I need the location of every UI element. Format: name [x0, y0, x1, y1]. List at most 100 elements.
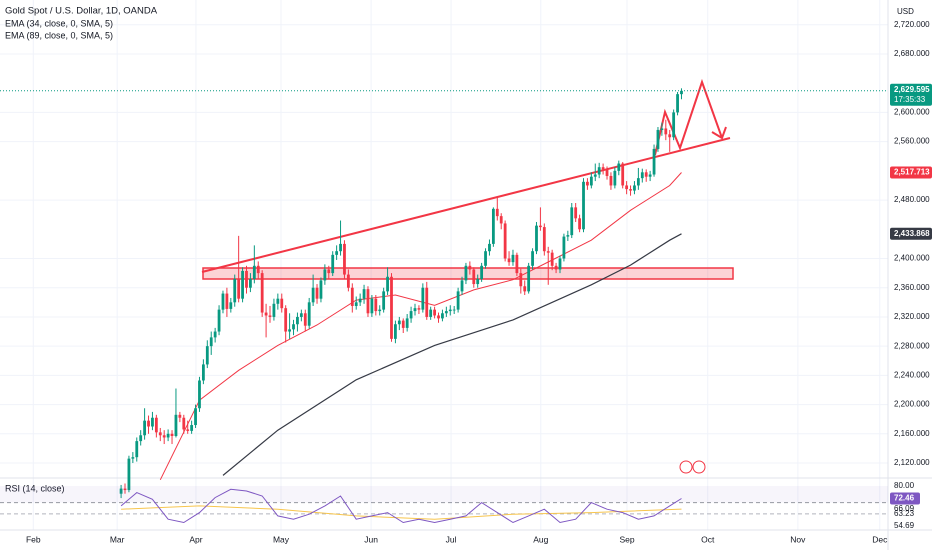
candle-body	[464, 265, 468, 281]
candle-body	[417, 308, 421, 310]
candle-body	[198, 380, 201, 409]
event-icon[interactable]	[692, 460, 706, 474]
candle-body	[636, 178, 640, 186]
rsi-line	[120, 488, 682, 524]
candle-body	[429, 309, 433, 317]
trend-line	[201, 137, 731, 273]
candle-body	[476, 278, 480, 285]
candle-body	[586, 181, 589, 186]
candle-body	[307, 302, 311, 326]
ema-value-box	[890, 227, 932, 240]
candle-body	[515, 254, 519, 274]
candle-body	[292, 324, 295, 330]
candle-body	[511, 254, 515, 263]
rsi-title: RSI (14, close)	[5, 483, 65, 493]
candle-body	[252, 265, 256, 279]
candle-body	[397, 320, 401, 325]
candle-body	[123, 488, 127, 491]
y-tick-label: 2,320.000	[894, 312, 930, 321]
candle-body	[256, 265, 260, 274]
candle-body	[225, 293, 229, 309]
candle-body	[194, 408, 197, 426]
indicator-label: EMA (89, close, 0, SMA, 5)	[5, 30, 113, 40]
candle-body	[229, 302, 233, 309]
candle-body	[676, 94, 679, 113]
candle-body	[245, 270, 248, 288]
candle-body	[350, 287, 354, 306]
candle-body	[503, 223, 507, 259]
candle-body	[472, 269, 476, 285]
ema-line	[222, 233, 682, 476]
candle-body	[613, 170, 617, 186]
candle-body	[542, 227, 546, 252]
candle-body	[374, 298, 378, 312]
currency-label[interactable]: USD	[897, 7, 914, 16]
candle-body	[221, 293, 225, 310]
candle-body	[276, 298, 280, 304]
candle-body	[648, 174, 652, 177]
rsi-level-label: 63.23	[894, 509, 915, 518]
support-zone	[202, 267, 734, 280]
candle-body	[382, 291, 386, 310]
candle-body	[209, 337, 213, 347]
candle-body	[323, 269, 327, 281]
candle-body	[617, 163, 621, 171]
candle-body	[233, 278, 237, 303]
candle-body	[299, 313, 303, 317]
candle-body	[135, 441, 139, 458]
ema-value-label: 2,517.713	[894, 168, 930, 177]
candle-body	[139, 435, 143, 442]
rsi-tick-label: 54.69	[894, 521, 915, 530]
candle-body	[182, 417, 186, 430]
candle-body	[413, 308, 417, 312]
ema-value-label: 2,433.868	[894, 229, 930, 238]
candle-body	[346, 274, 350, 288]
candle-body	[605, 169, 609, 176]
candle-body	[672, 112, 676, 138]
candle-body	[531, 251, 534, 266]
candle-body	[303, 313, 307, 326]
candle-body	[456, 291, 460, 310]
candle-body	[264, 312, 268, 316]
candle-body	[143, 420, 147, 436]
candle-body	[315, 287, 319, 299]
candle-body	[343, 243, 346, 275]
candle-body	[147, 420, 150, 427]
y-tick-label: 2,160.000	[894, 429, 930, 438]
last-price-box	[890, 83, 932, 106]
candle-body	[370, 298, 374, 314]
candle-body	[425, 287, 429, 317]
x-tick-label: Nov	[790, 534, 806, 544]
candle-body	[597, 167, 601, 175]
y-tick-label: 2,400.000	[894, 254, 930, 263]
candle-body	[170, 433, 174, 436]
candle-body	[154, 417, 158, 433]
candle-body	[405, 318, 409, 328]
candle-body	[394, 324, 397, 339]
candle-body	[362, 289, 366, 299]
candle-body	[578, 218, 581, 230]
rsi-value-label: 72.46	[894, 494, 915, 503]
arrow-head	[711, 126, 727, 140]
candle-body	[484, 251, 487, 266]
candle-body	[237, 278, 241, 299]
candle-body	[401, 320, 405, 328]
candle-body	[652, 148, 656, 175]
candle-body	[390, 276, 393, 339]
candle-body	[335, 251, 339, 255]
candle-body	[127, 458, 131, 491]
event-icon[interactable]	[679, 460, 693, 474]
x-tick-label: Jul	[446, 534, 457, 544]
candle-body	[162, 435, 166, 438]
x-tick-label: Feb	[26, 534, 41, 544]
candle-body	[527, 265, 531, 292]
candle-body	[437, 315, 440, 319]
candle-body	[554, 265, 558, 270]
candle-body	[268, 315, 272, 317]
candle-body	[558, 258, 562, 270]
candle-body	[539, 225, 542, 228]
candle-body	[633, 185, 636, 191]
candle-body	[358, 298, 362, 303]
candle-body	[205, 346, 209, 365]
candle-body	[366, 289, 370, 314]
